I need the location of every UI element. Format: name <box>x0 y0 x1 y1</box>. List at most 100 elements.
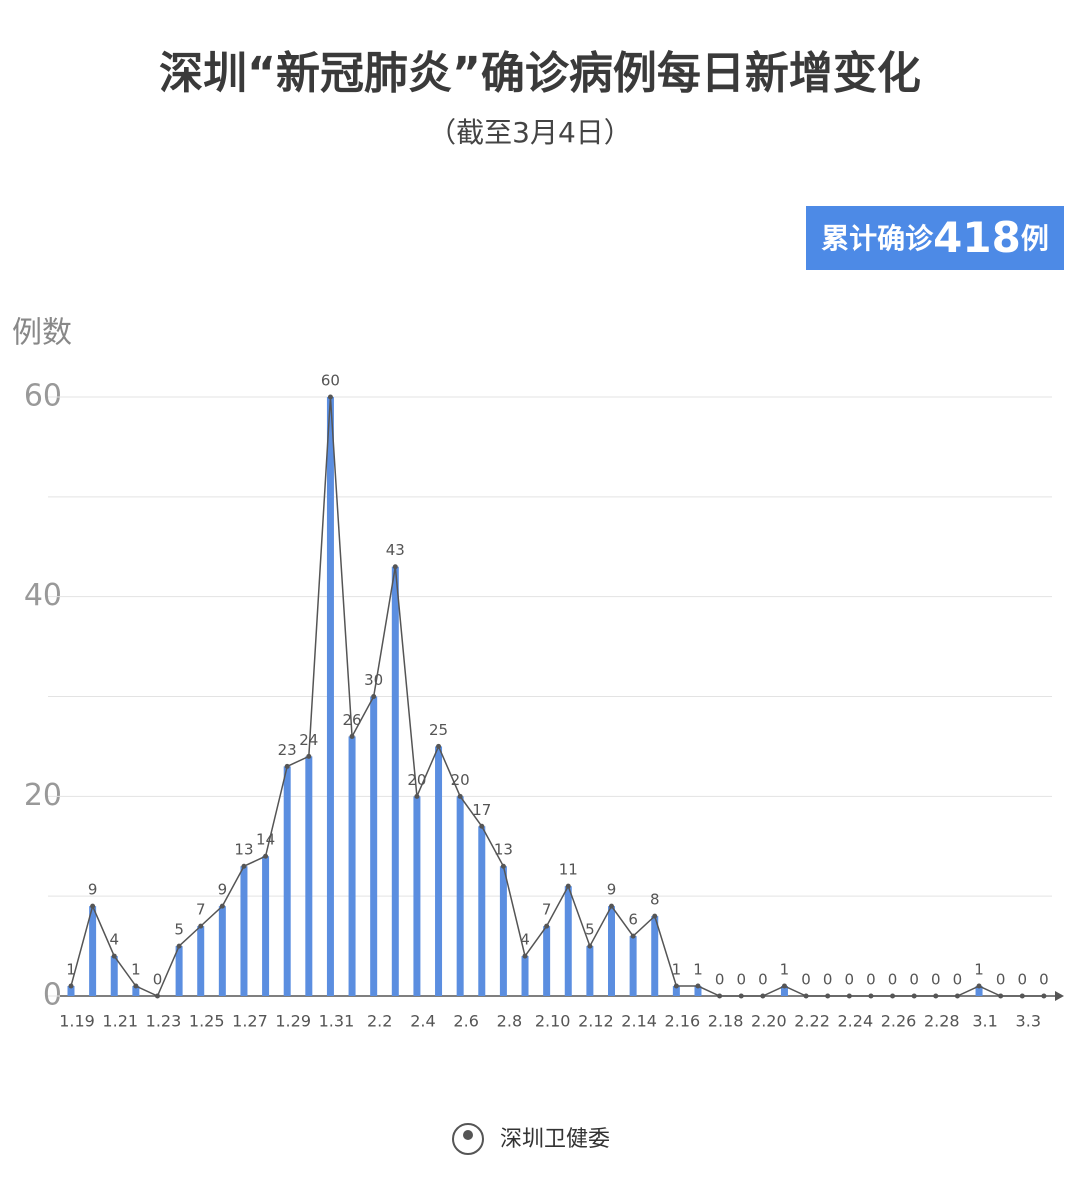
bar <box>348 736 356 996</box>
point <box>695 983 701 989</box>
point <box>154 993 160 999</box>
point <box>133 983 139 989</box>
x-axis-arrow <box>1055 991 1064 1001</box>
value-label: 1 <box>131 961 141 979</box>
logo-dot <box>463 1130 473 1140</box>
point <box>738 993 744 999</box>
value-label: 8 <box>650 891 660 909</box>
bar <box>262 856 270 996</box>
value-label: 30 <box>364 671 383 689</box>
x-tick-label: 1.31 <box>319 1012 355 1031</box>
point <box>306 753 312 759</box>
bar <box>435 746 443 996</box>
value-label: 25 <box>429 721 448 739</box>
value-label: 24 <box>299 731 318 749</box>
bar <box>132 986 140 996</box>
value-label: 14 <box>256 831 275 849</box>
value-label: 0 <box>1018 971 1028 989</box>
value-label: 0 <box>996 971 1006 989</box>
value-label: 4 <box>520 931 530 949</box>
point <box>111 953 117 959</box>
x-tick-label: 2.16 <box>665 1012 701 1031</box>
value-label: 20 <box>407 771 426 789</box>
bar <box>370 696 378 996</box>
trend-line <box>70 396 1044 998</box>
x-tick-label: 2.24 <box>838 1012 874 1031</box>
value-label: 1 <box>693 961 703 979</box>
x-tick-label: 3.3 <box>1016 1012 1041 1031</box>
point <box>219 903 225 909</box>
point <box>760 993 766 999</box>
x-tick-label: 2.18 <box>708 1012 744 1031</box>
bar <box>413 796 421 996</box>
value-label: 0 <box>823 971 833 989</box>
value-label: 4 <box>109 931 119 949</box>
value-label: 26 <box>343 711 362 729</box>
value-label: 1 <box>780 961 790 979</box>
y-tick-label: 60 <box>24 379 62 414</box>
x-tick-label: 1.29 <box>275 1012 311 1031</box>
x-tick-label: 1.23 <box>146 1012 182 1031</box>
bar <box>521 956 529 996</box>
bar <box>694 986 702 996</box>
value-label: 9 <box>218 881 228 899</box>
x-tick-label: 2.8 <box>497 1012 522 1031</box>
bar <box>478 826 486 996</box>
point <box>349 733 355 739</box>
y-tick-label: 0 <box>43 978 62 1013</box>
point <box>976 983 982 989</box>
x-tick-label: 1.21 <box>102 1012 138 1031</box>
value-label: 7 <box>542 901 552 919</box>
value-label: 1 <box>66 961 76 979</box>
bar <box>326 397 334 996</box>
x-tick-label: 3.1 <box>972 1012 997 1031</box>
bar <box>89 906 97 996</box>
badge-box <box>806 206 1064 270</box>
point <box>911 993 917 999</box>
point <box>176 943 182 949</box>
x-tick-label: 2.22 <box>794 1012 830 1031</box>
bar <box>586 946 594 996</box>
y-tick-label: 40 <box>24 578 62 613</box>
chart-title: 深圳“新冠肺炎”确诊病例每日新增变化 <box>159 48 921 99</box>
value-label: 0 <box>715 971 725 989</box>
badge-suffix: 例 <box>1021 222 1049 255</box>
value-label: 9 <box>88 881 98 899</box>
point <box>868 993 874 999</box>
bar <box>175 946 183 996</box>
point <box>673 983 679 989</box>
value-label: 0 <box>931 971 941 989</box>
x-tick-label: 2.4 <box>410 1012 435 1031</box>
point <box>414 793 420 799</box>
point <box>241 863 247 869</box>
x-tick-label: 1.27 <box>232 1012 268 1031</box>
x-tick-label: 2.6 <box>453 1012 478 1031</box>
point <box>609 903 614 909</box>
value-label: 5 <box>174 921 184 939</box>
bar <box>543 926 551 996</box>
value-label: 43 <box>386 541 405 559</box>
point <box>1019 993 1025 999</box>
badge: 累计确诊418例 <box>821 213 1049 262</box>
point <box>392 564 398 570</box>
value-label: 20 <box>451 771 470 789</box>
point <box>371 694 377 699</box>
bar <box>391 566 399 996</box>
bar <box>305 756 313 996</box>
bar <box>240 866 248 996</box>
point <box>522 953 528 959</box>
point <box>284 763 290 769</box>
x-tick-label: 2.10 <box>535 1012 571 1031</box>
chart-subtitle: （截至3月4日） <box>428 116 632 149</box>
x-tick-label: 1.25 <box>189 1012 225 1031</box>
point <box>846 993 852 999</box>
x-tick-label: 1.19 <box>59 1012 95 1031</box>
point <box>457 793 463 799</box>
logo <box>452 1123 484 1155</box>
value-label: 1 <box>974 961 984 979</box>
x-tick-label: 2.2 <box>367 1012 392 1031</box>
point <box>803 993 809 999</box>
point <box>544 923 550 929</box>
point <box>717 993 723 999</box>
bar <box>651 916 659 996</box>
